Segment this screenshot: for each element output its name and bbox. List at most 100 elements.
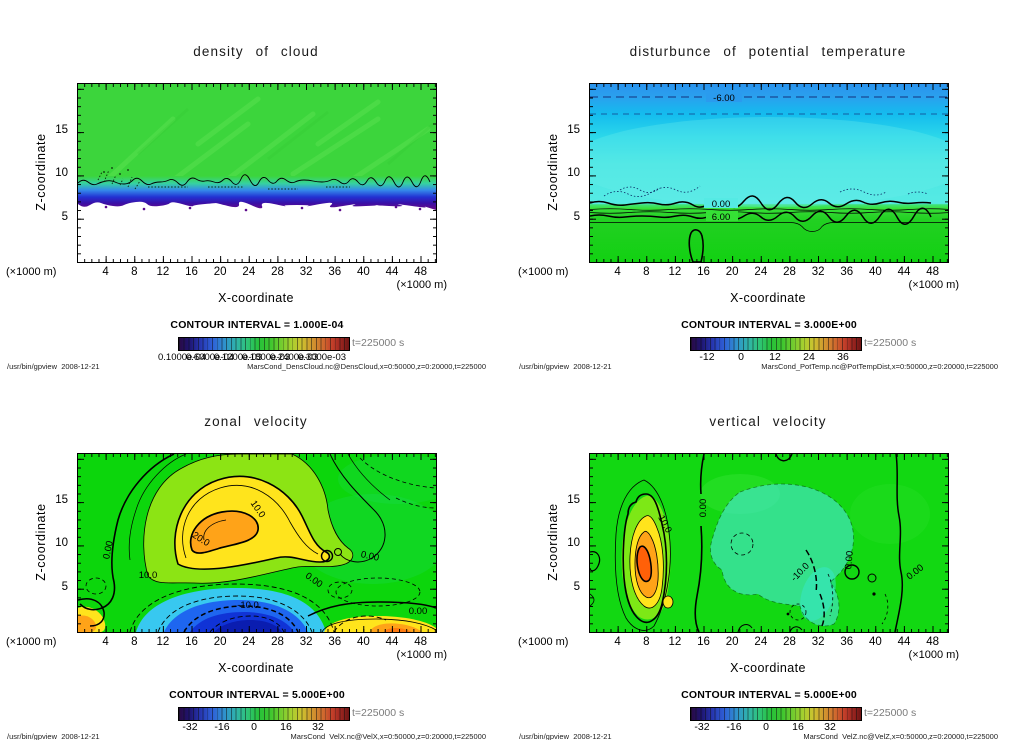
contour-interval-label: CONTOUR INTERVAL = 5.000E+00 — [681, 689, 857, 701]
contour-plot-canvas: 0.00 10.0 20.0 10.0 -10.0 0.00 0.00 0.00 — [78, 454, 436, 632]
plot-title: disturbunce of potential temperature — [629, 44, 907, 59]
y-tick-label: 15 — [55, 124, 68, 137]
y-tick-label: 10 — [55, 537, 68, 550]
contour-label: 0.00 — [409, 606, 428, 617]
x-tick-label: 32 — [299, 636, 313, 648]
colorbar-tick-label: -16 — [726, 721, 742, 733]
plot-area: 0.00 10.0 -10.0 0.00 0.00 — [589, 453, 949, 633]
axis-ticks-left — [590, 84, 596, 262]
x-tick-label: 12 — [668, 266, 682, 278]
x-tick-label: 16 — [185, 266, 198, 278]
x-tick-label: 36 — [840, 266, 854, 278]
contour-label: 0.00 — [843, 550, 856, 569]
x-tick-label: 32 — [811, 636, 825, 648]
x-tick-label: 8 — [131, 636, 138, 648]
time-label: t=225000 s — [352, 707, 405, 719]
x-tick-label: 40 — [356, 636, 370, 648]
footer-source: MarsCond_PotTemp.nc@PotTempDist,x=0:5000… — [761, 362, 998, 371]
colorbar-tick-label: 0 — [738, 351, 744, 363]
x-tick-label: 20 — [213, 636, 227, 648]
x-tick-label: 48 — [414, 636, 428, 648]
plot-area — [77, 83, 437, 263]
x-tick-label: 32 — [811, 266, 825, 278]
axis-ticks-top — [78, 84, 436, 90]
colorbar-tick-label: 0.3000e-03 — [298, 352, 347, 363]
contour-interval-label: CONTOUR INTERVAL = 3.000E+00 — [681, 319, 857, 331]
x-tick-label: 12 — [156, 636, 170, 648]
panel-zonal-velocity: zonal velocity Z-coordinate — [0, 370, 512, 740]
colorbar-tick-label: 0 — [763, 721, 769, 733]
x-axis-unit: (×1000 m) — [396, 279, 447, 291]
y-tick-label: 15 — [567, 124, 580, 137]
x-tick-label: 44 — [385, 266, 399, 278]
axis-ticks-right — [942, 84, 948, 262]
contour-label: 10.0 — [139, 570, 158, 581]
speckle-contours — [603, 185, 929, 197]
colorbar-tick-label: 12 — [769, 351, 781, 363]
x-tick-label: 12 — [668, 636, 682, 648]
x-tick-label: 16 — [185, 636, 198, 648]
contour-interval-label: CONTOUR INTERVAL = 1.000E-04 — [170, 319, 344, 331]
plot-title: density of cloud — [193, 44, 319, 59]
footer-source: MarsCond_VelZ.nc@VelZ,x=0:50000,z=0:2000… — [803, 732, 998, 740]
zero-and-positive-contours — [590, 195, 948, 262]
x-tick-label: 24 — [242, 636, 256, 648]
x-axis-unit: (×1000 m) — [396, 649, 447, 661]
x-tick-label: 40 — [868, 266, 882, 278]
axis-ticks-right — [430, 84, 436, 262]
axis-ticks-bottom — [590, 256, 948, 262]
y-tick-label: 10 — [567, 537, 580, 550]
x-tick-label: 28 — [271, 636, 284, 648]
negative-dashed-contours — [590, 96, 948, 115]
x-tick-label: 28 — [783, 266, 796, 278]
x-tick-label: 48 — [926, 636, 940, 648]
x-axis-label: X-coordinate — [218, 291, 294, 305]
colorbar — [178, 707, 350, 721]
y-tick-label: 5 — [61, 210, 68, 223]
colorbar-tick-label: -32 — [182, 721, 198, 733]
y-axis-unit: (×1000 m) — [518, 266, 569, 278]
x-tick-label: 20 — [725, 636, 739, 648]
colorbar-tick-label: -12 — [699, 351, 715, 363]
y-axis-unit: (×1000 m) — [518, 636, 569, 648]
x-tick-label: 12 — [156, 266, 170, 278]
x-tick-label: 16 — [697, 266, 710, 278]
x-tick-label: 40 — [356, 266, 370, 278]
contour-plot-canvas: -6.00 0.00 6.00 — [590, 84, 948, 262]
contour-label: 6.00 — [712, 212, 731, 223]
colorbar-tick-label: 36 — [837, 351, 849, 363]
cloud-base-specks — [104, 205, 422, 212]
axis-ticks-left — [78, 84, 84, 262]
axis-ticks-top — [590, 454, 948, 460]
x-axis-unit: (×1000 m) — [908, 649, 959, 661]
colorbar-tick-label: 0.1000e-04 — [158, 352, 207, 363]
cloud-streaks — [105, 96, 431, 187]
colorbar-tick-label: 16 — [792, 721, 804, 733]
x-axis-label: X-coordinate — [730, 291, 806, 305]
y-tick-label: 10 — [55, 167, 68, 180]
plot-area: -6.00 0.00 6.00 — [589, 83, 949, 263]
y-tick-label: 5 — [573, 210, 580, 223]
time-label: t=225000 s — [864, 707, 917, 719]
colorbar-tick-label: 16 — [280, 721, 292, 733]
x-tick-label: 32 — [299, 266, 313, 278]
plot-title: zonal velocity — [204, 414, 308, 429]
x-tick-label: 36 — [840, 636, 854, 648]
axis-ticks-top — [78, 454, 436, 460]
colorbar-tick-label: -32 — [694, 721, 710, 733]
x-tick-label: 44 — [385, 636, 399, 648]
x-tick-label: 28 — [783, 636, 796, 648]
contour-label: 0.00 — [360, 549, 380, 564]
contour-label: -10.0 — [237, 600, 259, 611]
x-tick-label: 20 — [213, 266, 227, 278]
x-tick-label: 4 — [102, 636, 109, 648]
colorbar — [690, 337, 862, 351]
x-tick-label: 4 — [614, 266, 621, 278]
x-tick-label: 48 — [414, 266, 428, 278]
panel-density-of-cloud: density of cloud Z-coordinate — [0, 0, 512, 371]
footer-command: /usr/bin/gpview 2008-12-21 — [519, 732, 612, 740]
panel-potential-temperature: disturbunce of potential temperature Z-c… — [512, 0, 1024, 371]
x-tick-label: 40 — [868, 636, 882, 648]
x-tick-label: 24 — [242, 266, 256, 278]
